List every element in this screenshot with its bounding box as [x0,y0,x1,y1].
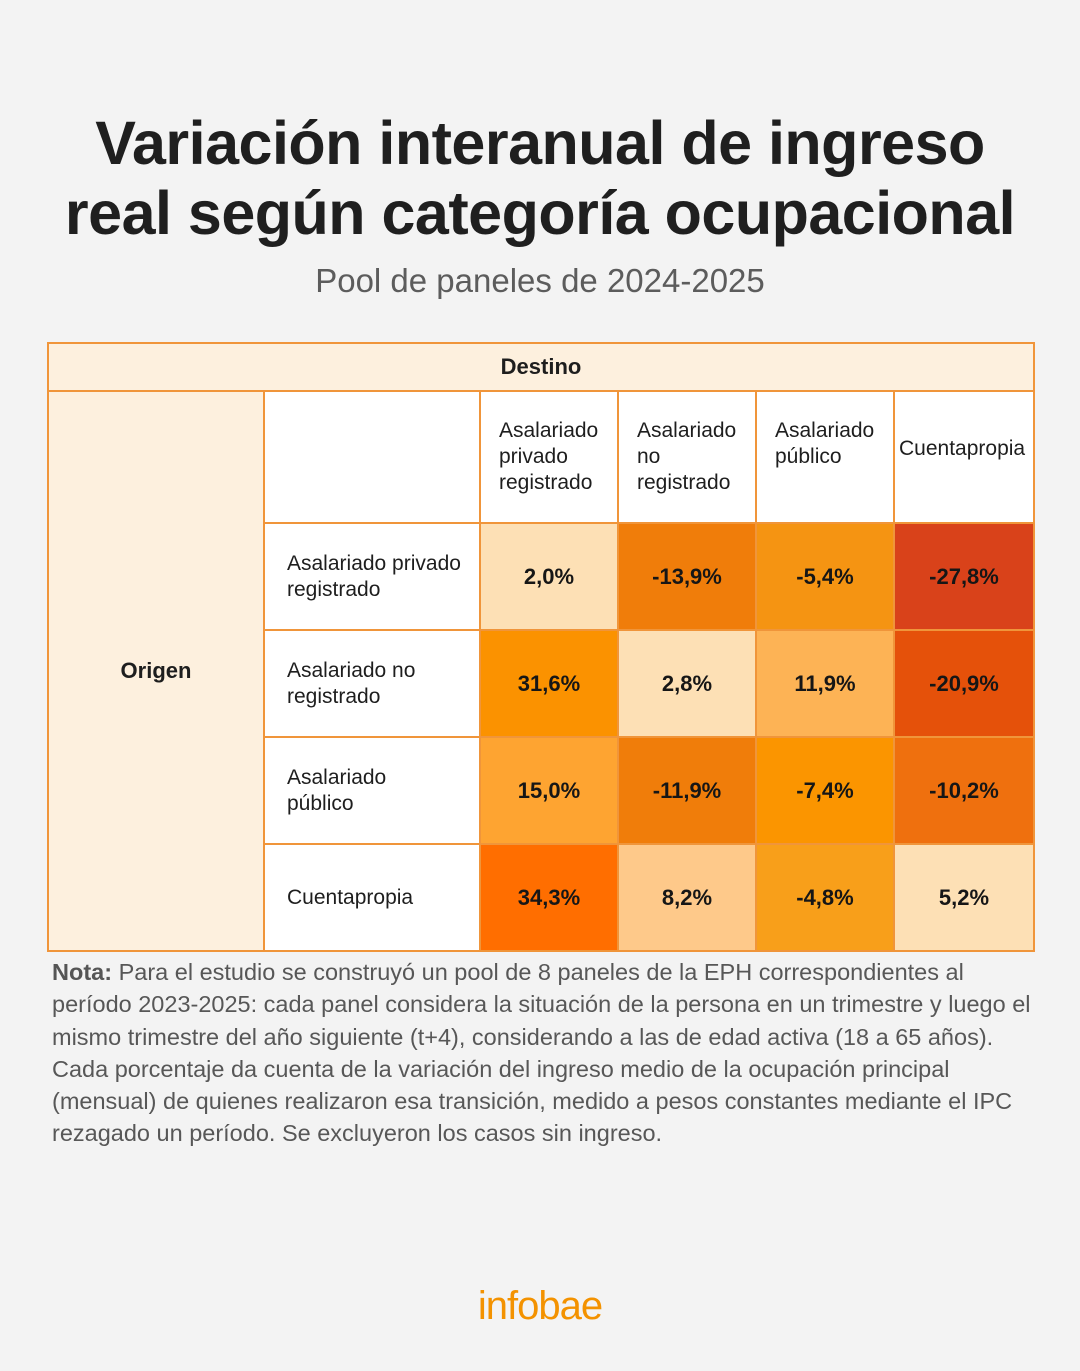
heatmap-cell: 34,3% [479,843,619,952]
heatmap-cell: 8,2% [617,843,757,952]
heatmap-cell: 5,2% [893,843,1035,952]
row-header: Asalariado público [263,736,481,845]
heatmap-cell: 31,6% [479,629,619,738]
column-header: Asalariado público [755,390,895,524]
chart-subtitle: Pool de paneles de 2024-2025 [315,262,765,299]
row-header-line: Cuentapropia [287,885,414,909]
row-header: Cuentapropia [263,843,481,952]
transition-matrix: Destino Origen Asalariado privado regist… [47,342,1035,952]
title-line-1: Variación interanual de ingreso [95,109,985,177]
row-header-line: registrado [287,577,381,601]
column-header: Cuentapropia [893,390,1035,524]
row-header-line: registrado [287,684,381,708]
column-header-line: registrado [637,471,731,494]
heatmap-cell: -20,9% [893,629,1035,738]
heatmap-cell: -11,9% [617,736,757,845]
title-line-2: real según categoría ocupacional [64,179,1016,247]
column-header-line: Cuentapropia [899,437,1026,460]
row-header-line: público [287,791,354,815]
heatmap-cell: 2,0% [479,522,619,631]
heatmap-cell: -10,2% [893,736,1035,845]
row-header-line: Asalariado privado [287,551,461,575]
origen-header: Origen [47,390,265,952]
column-header-line: privado [499,445,568,468]
column-header-line: Asalariado [775,419,875,442]
footnote: Nota: Para el estudio se construyó un po… [52,956,1032,1150]
row-header: Asalariado no registrado [263,629,481,738]
row-header: Asalariado privado registrado [263,522,481,631]
row-header-line: Asalariado [287,765,387,789]
heatmap-cell: 11,9% [755,629,895,738]
footnote-text: Para el estudio se construyó un pool de … [52,959,1031,1147]
heatmap-cell: -5,4% [755,522,895,631]
column-header-line: no [637,445,661,468]
heatmap-cell: 2,8% [617,629,757,738]
heatmap-cell: -27,8% [893,522,1035,631]
column-header: Asalariado no registrado [617,390,757,524]
heatmap-cell: -7,4% [755,736,895,845]
column-header: Asalariado privado registrado [479,390,619,524]
column-header-line: Asalariado [499,419,599,442]
corner-cell [263,390,481,524]
column-header-line: público [775,445,842,468]
destino-header: Destino [47,342,1035,392]
column-header-line: Asalariado [637,419,737,442]
heatmap-cell: -4,8% [755,843,895,952]
column-header-line: registrado [499,471,593,494]
row-header-line: Asalariado no [287,658,416,682]
footnote-label: Nota: [52,959,113,985]
chart-title: Variación interanual de ingreso real seg… [0,108,1080,248]
heatmap-cell: 15,0% [479,736,619,845]
heatmap-cell: -13,9% [617,522,757,631]
infobae-logo: infobae [477,1284,603,1328]
